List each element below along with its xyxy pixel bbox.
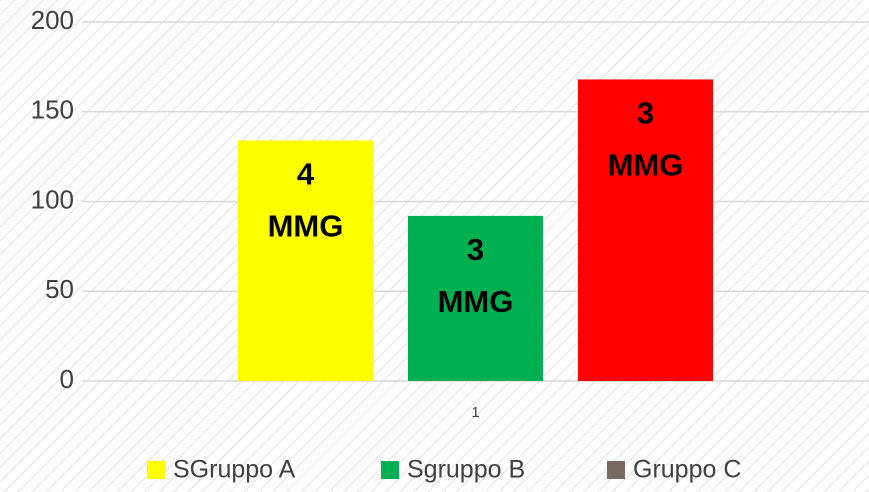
bar (578, 79, 713, 381)
bar-annotation: MMG (438, 284, 514, 319)
bar-annotation: 3 (637, 96, 654, 131)
legend-swatch (607, 461, 625, 479)
legend-label: Gruppo C (633, 456, 741, 484)
bar-annotation: 3 (467, 232, 484, 267)
y-tick-label: 0 (60, 364, 74, 394)
y-tick-label: 200 (31, 5, 74, 35)
bar-annotation: MMG (268, 209, 344, 244)
legend-label: SGruppo A (173, 456, 296, 484)
bar-annotation: MMG (608, 148, 684, 183)
bar-annotation: 4 (297, 157, 315, 192)
y-tick-label: 100 (31, 184, 74, 214)
legend-swatch (147, 461, 165, 479)
bar (238, 140, 373, 381)
legend-swatch (381, 461, 399, 479)
x-tick-label: 1 (471, 404, 479, 421)
y-tick-label: 50 (45, 274, 74, 304)
legend-label: Sgruppo B (407, 456, 525, 484)
bar (408, 215, 543, 381)
y-tick-label: 150 (31, 95, 74, 125)
